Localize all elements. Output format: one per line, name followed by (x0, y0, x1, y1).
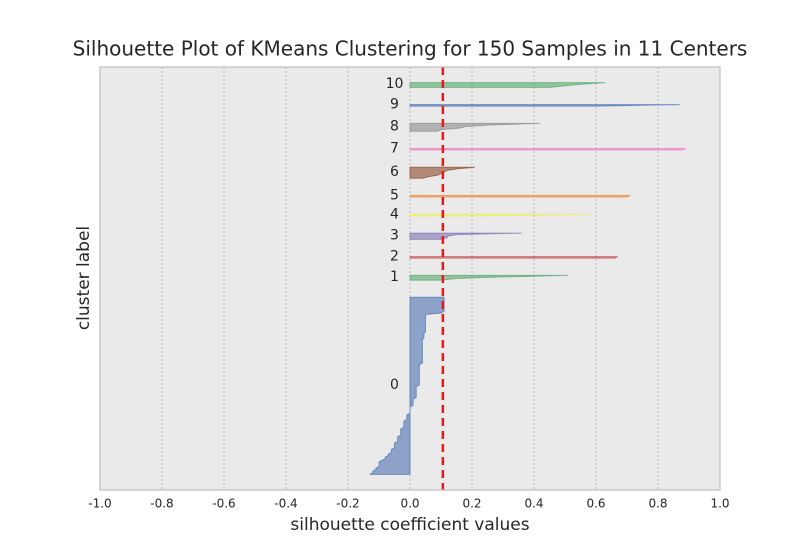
cluster-label: 10 (386, 76, 404, 92)
cluster-label: 0 (390, 377, 399, 393)
cluster-area (409, 256, 618, 259)
x-axis-label: silhouette coefficient values (290, 515, 529, 535)
cluster-label: 6 (390, 164, 399, 180)
x-tick-label: 0.6 (586, 497, 605, 511)
chart-title: Silhouette Plot of KMeans Clustering for… (73, 37, 748, 61)
cluster-area (409, 82, 606, 88)
cluster-label: 7 (390, 140, 399, 156)
cluster-label: 4 (390, 206, 399, 222)
plot-layer (99, 67, 721, 490)
x-tick-label: 0.0 (400, 497, 419, 511)
x-tick-label: -0.8 (150, 497, 173, 511)
cluster-area (409, 104, 680, 107)
x-tick-label: -0.6 (212, 497, 235, 511)
x-tick-label: -0.2 (336, 497, 359, 511)
x-tick-label: 0.8 (648, 497, 667, 511)
x-tick-label: -0.4 (274, 497, 297, 511)
cluster-area (409, 147, 687, 151)
cluster-area (409, 213, 590, 217)
x-tick-label: -1.0 (88, 497, 111, 511)
cluster-label: 2 (390, 249, 399, 265)
cluster-label: 1 (390, 269, 399, 285)
cluster-label: 3 (390, 227, 399, 243)
cluster-label: 9 (390, 97, 399, 113)
cluster-label: 5 (390, 187, 399, 203)
plot-frame (99, 66, 721, 491)
cluster-label: 8 (390, 119, 399, 135)
x-tick-label: 0.4 (524, 497, 543, 511)
y-axis-label: cluster label (74, 226, 94, 330)
cluster-area (369, 296, 445, 475)
x-tick-label: 1.0 (710, 497, 729, 511)
cluster-area (409, 194, 631, 198)
cluster-area (409, 274, 569, 281)
x-tick-label: 0.2 (462, 497, 481, 511)
